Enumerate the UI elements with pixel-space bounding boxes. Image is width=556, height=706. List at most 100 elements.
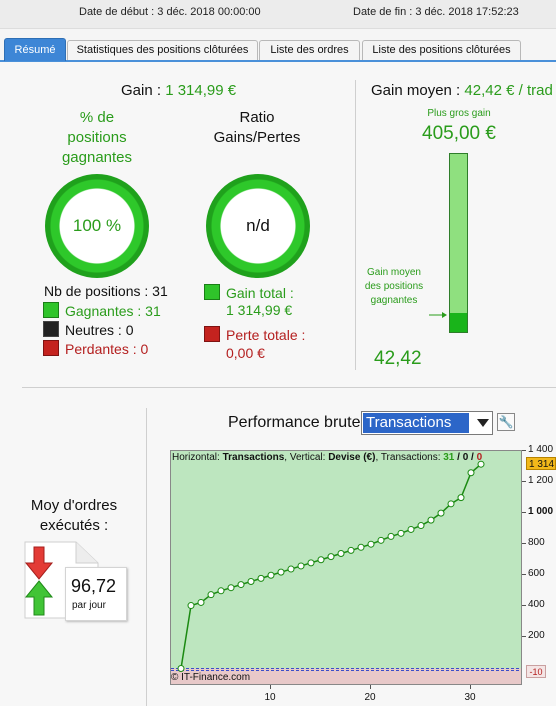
chart-info: Horizontal: Transactions, Vertical: Devi…: [172, 452, 482, 463]
gain-total-label: Gain total :: [226, 285, 294, 301]
x-tick: [470, 685, 471, 689]
avg-gain-bar-value: 42,42: [374, 348, 422, 369]
start-date: Date de début : 3 déc. 2018 00:00:00: [79, 6, 261, 18]
avg-gain-value: 42,42 € / trad: [464, 82, 553, 99]
chart-info-h: Transactions: [222, 452, 285, 463]
y-tick: [522, 636, 526, 638]
data-point: [247, 577, 255, 585]
x-axis: 10 20 30: [170, 685, 522, 706]
date-bar: Date de début : 3 déc. 2018 00:00:00 Dat…: [0, 0, 556, 29]
y-tick-label: 800: [528, 537, 545, 549]
y-tick-label: 200: [528, 630, 545, 642]
losing-count: Perdantes : 0: [43, 340, 148, 357]
losing-count-label: Perdantes : 0: [65, 341, 149, 357]
data-point: [457, 494, 465, 502]
avg-gain-bar-fill: [450, 313, 467, 332]
gain-header: Gain : 1 314,99 €: [121, 82, 236, 99]
chart-info-prefix: Horizontal:: [172, 452, 223, 463]
perte-totale-label: Perte totale :: [226, 327, 306, 343]
pct-winning-title: % de positions gagnantes: [61, 109, 133, 166]
data-point: [447, 500, 455, 508]
ratio-title: Ratio Gains/Pertes: [213, 109, 301, 146]
x-tick-label: 30: [464, 692, 476, 703]
tab-statistiques[interactable]: Statistiques des positions clôturées: [67, 40, 258, 60]
neutral-count-label: Neutres : 0: [65, 322, 134, 338]
negative-area: [171, 668, 521, 684]
gain-label: Gain :: [121, 82, 166, 99]
data-point: [387, 532, 395, 540]
data-point: [427, 516, 435, 524]
chart-info-v: Devise (€): [328, 452, 376, 463]
orders-value: 96,72: [71, 576, 117, 596]
tab-liste-positions[interactable]: Liste des positions clôturées: [362, 40, 521, 60]
data-point: [277, 568, 285, 576]
data-point: [227, 584, 235, 592]
y-tick-label: 1 000: [528, 506, 554, 518]
perte-totale: Perte totale :: [204, 326, 305, 343]
tab-bar: Résumé Statistiques des positions clôtur…: [0, 38, 556, 62]
chart-info-mid2: , Transactions:: [375, 452, 444, 463]
x-tick-label: 20: [364, 692, 376, 703]
avg-gain-bar-label: Gain moyen des positions gagnantes: [364, 267, 424, 306]
nb-positions: Nb de positions : 31: [44, 283, 168, 299]
data-point: [257, 574, 265, 582]
y-tick: [522, 543, 526, 545]
chart-svg: [171, 451, 521, 684]
data-point: [307, 559, 315, 567]
positive-area: [171, 451, 521, 669]
arrow-up-icon: [24, 580, 54, 616]
data-point: [347, 546, 355, 554]
data-point: [467, 469, 475, 477]
tab-resume[interactable]: Résumé: [4, 38, 66, 61]
avg-gain-label: Gain moyen :: [371, 82, 465, 99]
y-tick-label: 1 400: [528, 444, 554, 455]
ratio-gauge: n/d: [206, 174, 310, 278]
chart-info-loss: 0: [476, 452, 483, 463]
max-gain-label: Plus gros gain: [427, 108, 491, 119]
data-point: [177, 664, 185, 672]
y-tick-label: 600: [528, 568, 545, 580]
data-point: [407, 525, 415, 533]
data-point: [417, 522, 425, 530]
winning-swatch: [43, 302, 59, 318]
data-point: [477, 460, 485, 468]
divider-vertical-lower: [146, 408, 147, 706]
data-point: [317, 556, 325, 564]
end-date: Date de fin : 3 déc. 2018 17:52:23: [353, 6, 519, 18]
ratio-value: n/d: [246, 216, 270, 235]
data-point: [377, 536, 385, 544]
y-tick: [522, 450, 526, 451]
current-value-tag: 1 314: [526, 457, 556, 471]
chart-info-sep1: /: [454, 452, 463, 463]
data-point: [217, 587, 225, 595]
gain-value: 1 314,99 €: [165, 82, 237, 99]
y-tick-label: 1 200: [528, 475, 554, 487]
chart-info-win: 31: [443, 452, 455, 463]
divider-horizontal: [22, 387, 556, 388]
y-tick-label: 400: [528, 599, 545, 611]
orders-unit: par jour: [72, 600, 106, 611]
y-tick: [522, 512, 526, 514]
performance-label: Performance brute: [228, 414, 361, 431]
neutral-swatch: [43, 321, 59, 337]
performance-select-value: Transactions: [363, 413, 469, 433]
orders-value-box: 96,72 par jour: [65, 567, 127, 621]
neutral-count: Neutres : 0: [43, 321, 133, 338]
performance-select[interactable]: Transactions: [361, 411, 493, 435]
data-point: [297, 562, 305, 570]
x-tick: [370, 685, 371, 689]
x-tick-label: 10: [264, 692, 276, 703]
y-tick: [522, 605, 526, 607]
gain-total-swatch: [204, 284, 220, 300]
data-point: [337, 550, 345, 558]
winning-count-label: Gagnantes : 31: [65, 303, 161, 319]
wrench-icon[interactable]: 🔧: [497, 413, 515, 431]
chart-copyright: © IT-Finance.com: [171, 672, 251, 683]
pct-winning-gauge: 100 %: [45, 174, 149, 278]
divider-vertical: [355, 80, 356, 370]
y-axis: 200 400 600 800 1 000 1 200 1 400: [522, 444, 556, 690]
chart-info-mid: , Vertical:: [284, 452, 329, 463]
tab-liste-ordres[interactable]: Liste des ordres: [259, 40, 360, 60]
data-point: [207, 591, 215, 599]
max-gain-value: 405,00 €: [422, 123, 496, 144]
